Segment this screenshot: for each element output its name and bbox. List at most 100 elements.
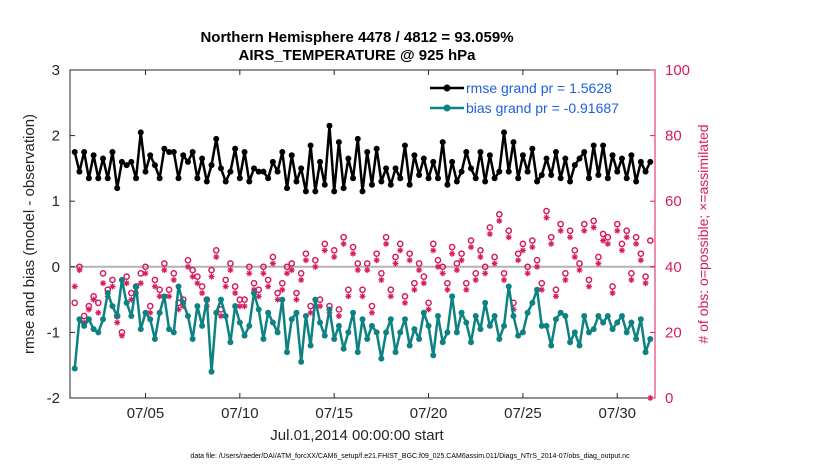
rmse-point	[350, 175, 357, 182]
rmse-point	[184, 158, 191, 165]
bias-point	[609, 326, 616, 333]
rmse-point	[392, 165, 399, 172]
rmse-point	[321, 181, 328, 188]
obs-possible-point	[198, 283, 206, 290]
rmse-point	[302, 188, 309, 195]
rmse-point	[208, 162, 215, 169]
bias-point	[359, 316, 366, 323]
obs-possible-point	[330, 247, 338, 254]
rmse-point	[647, 158, 654, 165]
obs-possible-point	[321, 240, 329, 248]
obs-possible-point	[340, 233, 347, 241]
obs-assimilated-point	[420, 280, 427, 287]
rmse-point	[203, 178, 210, 185]
obs-assimilated-point	[571, 253, 578, 260]
bias-point	[326, 306, 333, 313]
left-tick-label: -2	[47, 390, 60, 407]
obs-assimilated-point	[439, 270, 446, 277]
obs-possible-point	[415, 260, 423, 267]
obs-assimilated-point	[543, 214, 550, 221]
obs-assimilated-point	[331, 253, 338, 260]
rmse-point	[104, 175, 111, 182]
obs-assimilated-point	[397, 247, 404, 254]
obs-assimilated-point	[293, 296, 300, 303]
obs-assimilated-point	[95, 309, 102, 316]
bias-point	[434, 313, 441, 319]
bias-point	[581, 313, 588, 319]
obs-assimilated-point	[595, 260, 602, 267]
bias-point	[534, 286, 541, 293]
obs-possible-point	[212, 247, 220, 254]
bias-point	[552, 316, 559, 323]
obs-possible-point	[311, 256, 319, 264]
bias-point	[458, 309, 465, 316]
obs-possible-point	[260, 263, 267, 271]
obs-assimilated-point	[90, 296, 97, 303]
rmse-point	[609, 152, 616, 159]
bias-point	[236, 319, 243, 326]
obs-possible-point	[335, 306, 343, 313]
bias-point	[496, 335, 503, 342]
bias-point	[166, 326, 173, 333]
rmse-point	[241, 149, 248, 155]
obs-assimilated-point	[430, 247, 437, 254]
obs-assimilated-point	[302, 257, 309, 264]
rmse-point	[397, 175, 404, 182]
rmse-point	[411, 152, 418, 159]
rmse-point	[519, 152, 526, 159]
obs-assimilated-point	[486, 231, 493, 237]
bias-point	[213, 309, 220, 316]
plot-area	[69, 69, 656, 401]
obs-assimilated-point	[368, 309, 375, 316]
obs-possible-point	[472, 270, 480, 277]
obs-assimilated-point	[260, 270, 267, 277]
bias-point	[180, 299, 187, 306]
obs-assimilated-point	[406, 257, 413, 264]
obs-assimilated-point	[468, 244, 475, 251]
obs-possible-point	[208, 266, 215, 274]
rmse-point	[189, 149, 196, 155]
obs-assimilated-point	[199, 290, 206, 297]
bias-point	[156, 309, 163, 316]
rmse-point	[199, 155, 206, 162]
obs-assimilated-point	[477, 253, 484, 260]
rmse-point	[529, 145, 536, 152]
rmse-point	[501, 129, 508, 136]
obs-assimilated-point	[642, 280, 649, 287]
rmse-point	[538, 171, 545, 178]
obs-assimilated-point	[614, 227, 621, 234]
rmse-point	[552, 149, 559, 155]
y-axis-label-right: # of obs: o=possible; ×=assimilated	[695, 124, 711, 343]
obs-possible-point	[599, 230, 607, 238]
rmse-point	[534, 178, 541, 185]
rmse-point	[331, 188, 338, 195]
obs-possible-point	[349, 243, 357, 251]
bias-point	[312, 296, 319, 303]
obs-assimilated-point	[241, 303, 248, 310]
obs-assimilated-point	[350, 250, 357, 257]
obs-assimilated-point	[444, 286, 451, 293]
bias-point	[118, 276, 125, 283]
legend-bias-marker	[443, 104, 451, 112]
bias-point	[95, 329, 102, 336]
rmse-point	[642, 168, 649, 175]
x-tick-label: 07/20	[410, 405, 448, 422]
rmse-point	[581, 149, 588, 155]
obs-possible-point	[547, 233, 555, 241]
legend-bias-label: bias grand pr = -0.91687	[466, 100, 619, 116]
rmse-point	[232, 145, 239, 152]
bias-point	[302, 313, 309, 319]
obs-possible-point	[231, 283, 239, 290]
obs-possible-point	[505, 227, 513, 235]
right-axis-ticks: 0 20 40 60 80 100	[650, 62, 690, 407]
bias-point	[246, 322, 253, 329]
obs-assimilated-point	[208, 273, 215, 280]
obs-assimilated-point	[623, 234, 630, 241]
obs-assimilated-point	[373, 257, 380, 264]
obs-assimilated-point	[562, 276, 569, 283]
rmse-point	[430, 158, 437, 165]
bias-point	[623, 329, 630, 336]
bias-point	[368, 322, 375, 329]
bias-point	[128, 313, 135, 319]
obs-assimilated-point	[567, 234, 574, 241]
